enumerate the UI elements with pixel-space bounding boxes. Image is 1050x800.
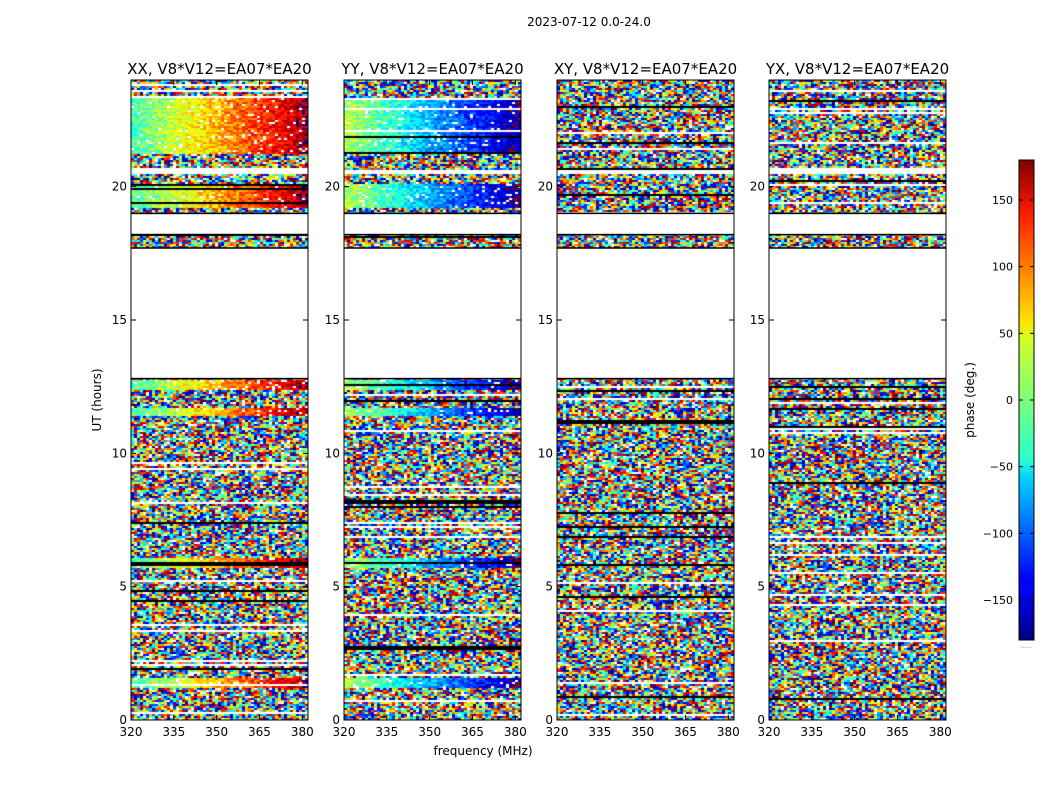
x-tick-label: 350: [205, 725, 228, 739]
x-axis-label: frequency (MHz): [433, 744, 532, 758]
panel-2-frame: [343, 79, 522, 721]
x-tick-label: 350: [418, 725, 441, 739]
colorbar: 150 100 50 0 −50 −100 −150: [983, 159, 1035, 641]
y-tick-label: 20: [538, 180, 553, 194]
x-tick-label: 350: [843, 725, 866, 739]
x-tick-label: 365: [461, 725, 484, 739]
panel-4: YX, V8*V12=EA07*EA20 320 335 350 365 380 0 5 10 1…: [750, 60, 952, 739]
y-tick-label: 20: [112, 180, 127, 194]
panel-2-title: YY, V8*V12=EA07*EA20: [340, 60, 523, 78]
panel-1: XX, V8*V12=EA07*EA20 320 335 350 365 380 0 5 10 1…: [112, 60, 314, 739]
colorbar-label: phase (deg.): [963, 362, 977, 438]
colorbar-tick-label: 50: [999, 327, 1013, 340]
figure-suptitle: 2023-07-12 0.0-24.0: [527, 15, 651, 29]
colorbar-tick-label: −50: [990, 461, 1013, 474]
y-tick-label: 20: [750, 180, 765, 194]
y-tick-label: 15: [538, 313, 553, 327]
y-tick-label: 0: [119, 713, 127, 727]
panel-2-heatmap: [344, 80, 521, 720]
x-tick-label: 365: [674, 725, 697, 739]
x-tick-label: 335: [162, 725, 185, 739]
colorbar-tick-label: 100: [992, 261, 1013, 274]
colorbar-footnote: .....: [1020, 642, 1031, 650]
panel-3-title: XY, V8*V12=EA07*EA20: [554, 60, 737, 78]
y-tick-label: 5: [757, 580, 765, 594]
panel-3: XY, V8*V12=EA07*EA20 320 335 350 365 380 0 5 10 1…: [538, 60, 740, 739]
y-tick-label: 0: [757, 713, 765, 727]
x-tick-label: 380: [929, 725, 952, 739]
y-tick-label: 15: [750, 313, 765, 327]
panel-3-heatmap: [557, 80, 734, 720]
x-tick-label: 335: [800, 725, 823, 739]
x-tick-label: 350: [631, 725, 654, 739]
colorbar-tick-label: −100: [983, 527, 1013, 540]
x-tick-label: 380: [291, 725, 314, 739]
x-tick-label: 320: [546, 725, 569, 739]
panel-4-heatmap: [769, 80, 946, 720]
x-tick-label: 335: [588, 725, 611, 739]
colorbar-tick-label: 0: [1006, 394, 1013, 407]
colorbar-tick-label: 150: [992, 194, 1013, 207]
x-tick-label: 335: [375, 725, 398, 739]
y-tick-label: 10: [538, 446, 553, 460]
x-tick-label: 320: [758, 725, 781, 739]
panels: XX, V8*V12=EA07*EA20 320 335 350 365 380 0 5 10 1…: [112, 60, 952, 739]
y-tick-label: 0: [545, 713, 553, 727]
x-tick-label: 365: [248, 725, 271, 739]
colorbar-tick-label: −150: [983, 594, 1013, 607]
panel-1-frame: [130, 79, 309, 721]
x-tick-label: 380: [504, 725, 527, 739]
panel-4-frame: [768, 79, 947, 721]
y-tick-label: 15: [325, 313, 340, 327]
y-axis-label: UT (hours): [90, 368, 104, 431]
y-tick-label: 0: [332, 713, 340, 727]
y-tick-label: 20: [325, 180, 340, 194]
panel-1-heatmap: [131, 80, 308, 720]
x-tick-label: 365: [886, 725, 909, 739]
y-tick-label: 10: [750, 446, 765, 460]
y-tick-label: 10: [112, 446, 127, 460]
y-tick-label: 5: [545, 580, 553, 594]
y-tick-label: 5: [119, 580, 127, 594]
panel-1-title: XX, V8*V12=EA07*EA20: [127, 60, 311, 78]
y-tick-label: 10: [325, 446, 340, 460]
panel-2: YY, V8*V12=EA07*EA20 320 335 350 365 380 0 5 10 1…: [325, 60, 527, 739]
panel-3-frame: [556, 79, 735, 721]
panel-4-title: YX, V8*V12=EA07*EA20: [765, 60, 949, 78]
x-tick-label: 320: [120, 725, 143, 739]
y-tick-label: 15: [112, 313, 127, 327]
x-tick-label: 380: [717, 725, 740, 739]
y-tick-label: 5: [332, 580, 340, 594]
x-tick-label: 320: [333, 725, 356, 739]
